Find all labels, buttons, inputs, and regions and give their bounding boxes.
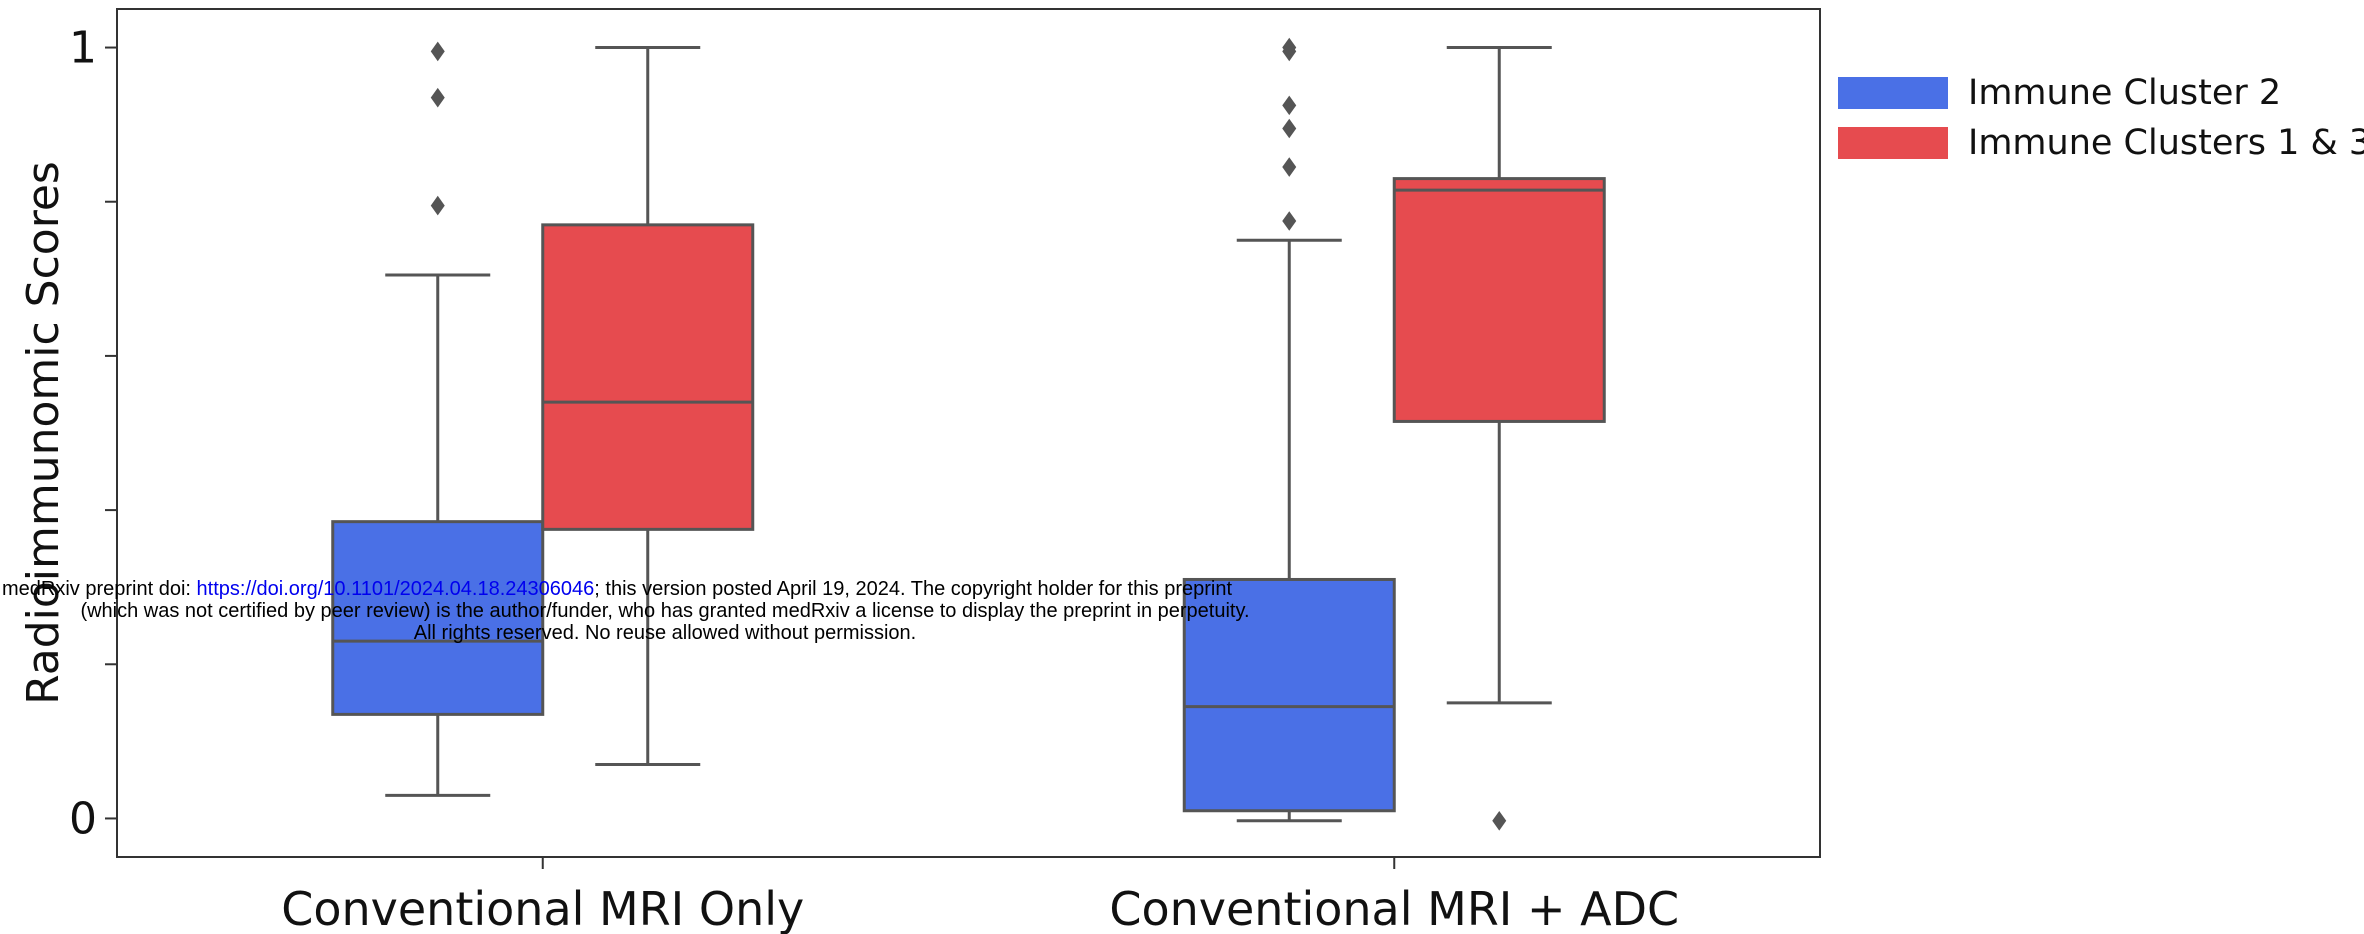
series-0-cat-0-outlier-1 — [430, 87, 445, 108]
notice-line-3: All rights reserved. No reuse allowed wi… — [413, 622, 917, 644]
legend-label-cluster-2: Immune Cluster 2 — [1968, 73, 2282, 113]
doi-link[interactable]: https://doi.org/10.1101/2024.04.18.24306… — [196, 578, 595, 600]
series-0-cat-1-box — [1182, 577, 1396, 813]
legend-swatch-cluster-2 — [1838, 77, 1948, 109]
legend-item-cluster-2: Immune Cluster 2 — [1838, 68, 2364, 118]
series-0-cat-1-outlier-0 — [1282, 211, 1297, 231]
legend-swatch-clusters-1-3 — [1838, 127, 1948, 159]
legend-label-clusters-1-3: Immune Clusters 1 & 3 — [1968, 123, 2364, 163]
y-tick-label-0: 0 — [69, 793, 97, 844]
legend-item-clusters-1-3: Immune Clusters 1 & 3 — [1838, 118, 2364, 168]
preprint-notice: medRxiv preprint doi: https://doi.org/10… — [0, 578, 1330, 644]
notice-line-1: medRxiv preprint doi: https://doi.org/10… — [0, 578, 1330, 600]
series-1-cat-1-outlier-0 — [1492, 810, 1507, 831]
x-tick-label-1: Conventional MRI + ADC — [1109, 882, 1679, 934]
series-0-cat-0-outlier-2 — [430, 41, 445, 62]
notice-prefix: medRxiv preprint doi: — [2, 578, 197, 600]
series-1-cat-0-box — [541, 223, 755, 531]
series-1-cat-1-box — [1392, 177, 1606, 423]
y-tick-label-5: 1 — [69, 23, 97, 74]
series-0-cat-0-outlier-0 — [430, 195, 445, 216]
series-0-cat-1-outlier-3 — [1282, 95, 1297, 116]
y-axis-label: Radioimmunomic Scores — [18, 161, 69, 705]
series-0-cat-1-outlier-1 — [1282, 157, 1297, 177]
series-0-cat-1-outlier-2 — [1282, 118, 1297, 139]
plot-frame — [116, 8, 1821, 858]
notice-line-2: (which was not certified by peer review)… — [80, 600, 1250, 622]
legend: Immune Cluster 2 Immune Clusters 1 & 3 — [1838, 68, 2364, 168]
series-0-cat-1-outlier-5 — [1282, 37, 1297, 58]
series-0-cat-0-box — [331, 520, 545, 716]
notice-line1-suffix: ; this version posted April 19, 2024. Th… — [594, 578, 1233, 600]
x-tick-label-0: Conventional MRI Only — [281, 882, 804, 934]
